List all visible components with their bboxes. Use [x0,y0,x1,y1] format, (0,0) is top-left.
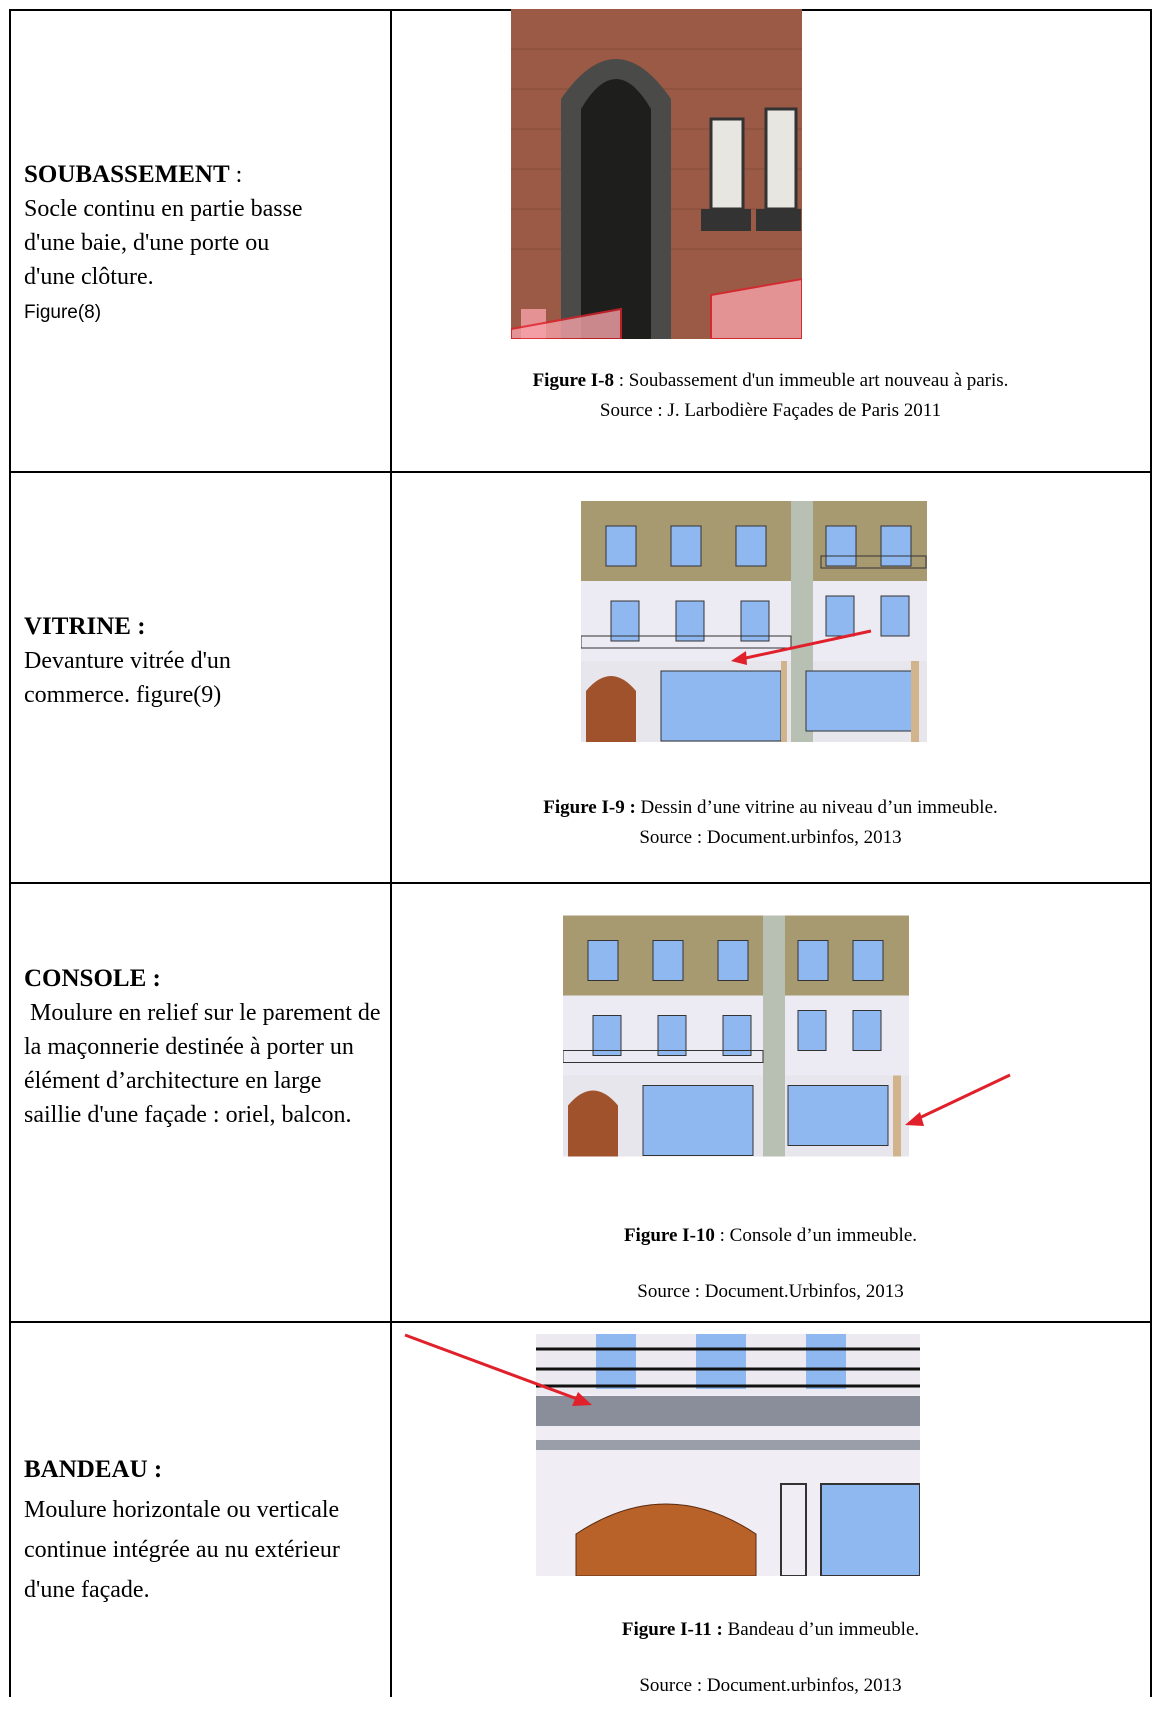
figure-text: Dessin d’une vitrine au niveau d’un imme… [635,797,998,818]
source: Source : Document.urbinfos, 2013 [639,1675,902,1696]
caption: Figure I-8 : Soubassement d'un immeuble … [390,366,1151,426]
source: Source : Document.urbinfos, 2013 [639,827,902,848]
source: Source : Document.Urbinfos, 2013 [637,1281,904,1302]
definition-cell: VITRINE : Devanture vitrée d'un commerce… [24,610,384,712]
definition-cell: CONSOLE : Moulure en relief sur le parem… [24,962,384,1132]
figure-text: Bandeau d’un immeuble. [722,1619,920,1640]
facade-drawing [563,915,909,1157]
definition-cell: BANDEAU : Moulure horizontale ou vertica… [24,1450,384,1610]
term: CONSOLE : [24,965,161,992]
border [9,471,1151,473]
caption: Figure I-10 : Console d’un immeuble. Sou… [390,1208,1151,1320]
border [9,9,11,1697]
figure-label: Figure I-11 : [621,1619,723,1640]
definition: Moulure horizontale ou verticale continu… [24,1497,340,1603]
definition: Moulure en relief sur le parement de la … [24,1000,387,1128]
arrow [404,1333,592,1406]
term: BANDEAU : [24,1456,163,1483]
figure-label: Figure I-8 [532,370,615,391]
border [9,1321,1151,1323]
border [1150,9,1152,1697]
source: Source : J. Larbodière Façades de Paris … [599,400,942,421]
term: VITRINE : [24,613,146,640]
border [390,9,392,1697]
facade-photo [511,9,802,339]
facade-drawing [581,501,927,742]
caption: Figure I-9 : Dessin d’une vitrine au niv… [390,793,1151,853]
figure-text: : Console d’un immeuble. [714,1225,918,1246]
figure-label: Figure I-9 : [543,797,636,818]
term-suffix: : [235,162,243,188]
arrow [905,1073,1011,1126]
border [9,882,1151,884]
definition: Socle continu en partie basse d'une baie… [24,196,303,290]
definition-cell: SOUBASSEMENT : Socle continu en partie b… [24,158,384,330]
term: SOUBASSEMENT [24,161,230,188]
definition: Devanture vitrée d'un commerce. figure(9… [24,648,231,708]
facade-drawing [536,1334,920,1576]
figure-text: : Soubassement d'un immeuble art nouveau… [614,370,1009,391]
figure-label: Figure I-10 [623,1225,715,1246]
caption: Figure I-11 : Bandeau d’un immeuble. Sou… [390,1602,1151,1714]
figure-ref: Figure(8) [24,302,102,323]
